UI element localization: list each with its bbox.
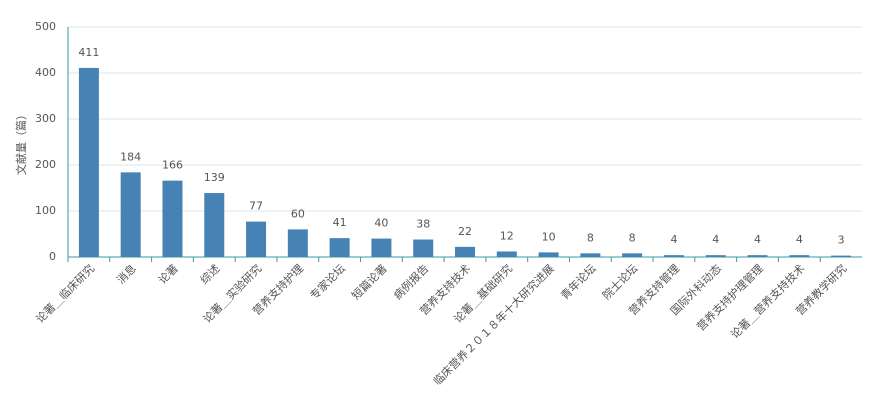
data-label: 60 <box>291 207 305 220</box>
data-label: 4 <box>670 233 677 246</box>
data-label: 40 <box>374 217 388 230</box>
data-label: 8 <box>629 231 636 244</box>
data-label: 77 <box>249 200 263 213</box>
bar <box>204 193 225 257</box>
data-label: 4 <box>754 233 761 246</box>
bar <box>371 238 392 257</box>
data-label: 8 <box>587 231 594 244</box>
bar <box>413 239 434 257</box>
x-tick-label: 专家论坛 <box>307 261 348 302</box>
bar <box>622 253 643 257</box>
data-label: 12 <box>500 229 514 242</box>
x-tick-label: 青年论坛 <box>558 261 599 302</box>
bar <box>329 238 350 257</box>
data-label: 38 <box>416 218 430 231</box>
y-tick-label: 500 <box>35 20 56 33</box>
bar <box>496 251 517 257</box>
data-label: 22 <box>458 225 472 238</box>
bar <box>538 252 559 257</box>
data-label: 3 <box>838 234 845 247</box>
x-tick-label: 短篇论著 <box>349 261 390 302</box>
y-tick-label: 200 <box>35 158 56 171</box>
bar <box>120 172 141 257</box>
bar <box>580 253 601 257</box>
x-tick-label: 论著 <box>155 261 180 286</box>
bar <box>162 180 183 257</box>
bar <box>705 255 726 257</box>
data-label: 4 <box>712 233 719 246</box>
x-tick-label: 消息 <box>113 261 138 286</box>
x-tick-label: 病例报告 <box>390 261 431 302</box>
y-tick-label: 100 <box>35 204 56 217</box>
data-label: 10 <box>542 230 556 243</box>
y-tick-label: 400 <box>35 66 56 79</box>
data-label: 139 <box>204 171 225 184</box>
bar <box>246 221 267 257</box>
bar <box>78 67 99 257</box>
bar <box>831 255 852 257</box>
data-label: 411 <box>78 46 99 59</box>
x-tick-label: 综述 <box>197 261 222 286</box>
data-label: 4 <box>796 233 803 246</box>
y-tick-label: 0 <box>49 250 56 263</box>
y-tick-label: 300 <box>35 112 56 125</box>
x-tick-label: 论著＿临床研究 <box>33 261 97 325</box>
data-label: 41 <box>333 216 347 229</box>
bar <box>663 255 684 257</box>
bar <box>747 255 768 257</box>
x-tick-label: 论著＿营养支持技术 <box>728 261 808 341</box>
bar <box>287 229 308 257</box>
x-tick-label: 院士论坛 <box>599 261 640 302</box>
data-label: 166 <box>162 159 183 172</box>
bar <box>789 255 810 257</box>
y-axis-label: 文献量（篇） <box>14 109 28 175</box>
bar <box>455 246 475 257</box>
data-label: 184 <box>120 150 141 163</box>
